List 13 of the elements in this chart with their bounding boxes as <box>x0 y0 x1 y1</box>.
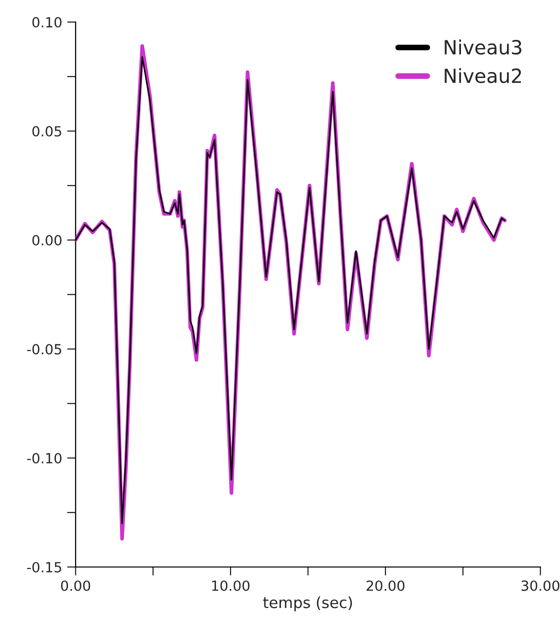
y-tick-label: -0.10 <box>27 452 62 464</box>
y-tick-label: 0.10 <box>32 17 62 28</box>
legend-label: Niveau3 <box>444 40 522 55</box>
x-tick-label: 0.00 <box>61 580 90 591</box>
legend-label: Niveau2 <box>444 68 521 84</box>
y-tick-label: -0.05 <box>27 344 62 354</box>
y-tick-label: 0.05 <box>32 126 62 137</box>
x-tick-label: 20.00 <box>366 580 404 591</box>
x-tick-label: 30.00 <box>522 580 560 591</box>
x-tick-label: 10.00 <box>212 580 250 591</box>
x-axis-title: temps (sec) <box>263 596 352 612</box>
y-tick-label: 0.00 <box>32 235 62 246</box>
y-tick-label: -0.15 <box>27 562 62 572</box>
